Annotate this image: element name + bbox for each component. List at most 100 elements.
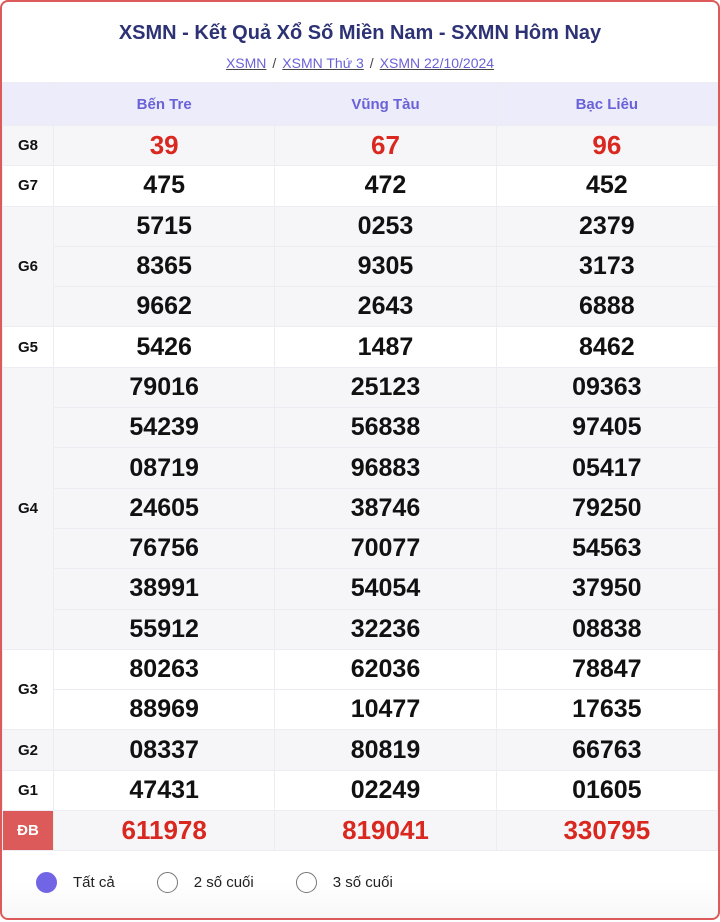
header-row: Bến Tre Vũng Tàu Bạc Liêu (2, 82, 718, 126)
prize-number: 5426 (52, 326, 276, 368)
prize-number: 32236 (274, 608, 497, 650)
prize-number: 02249 (274, 769, 497, 812)
radio-button[interactable] (295, 872, 317, 893)
prize-label: G2 (2, 729, 54, 771)
prize-number: 24605 (52, 487, 276, 529)
prize-number: 79016 (52, 366, 276, 409)
prize-number: 452 (495, 165, 718, 207)
prize-number: 9662 (52, 286, 276, 328)
province-header: Bến Tre (52, 82, 276, 126)
prize-row-g1: G1 47431 02249 01605 (2, 769, 718, 812)
filter-label: 3 số cuối (332, 874, 393, 891)
prize-number: 79250 (495, 487, 718, 529)
prize-number: 39 (52, 124, 276, 167)
prize-number: 6888 (495, 286, 718, 328)
prize-number: 472 (274, 165, 497, 207)
prize-label: G6 (2, 205, 54, 328)
prize-number: 37950 (495, 568, 718, 610)
prize-row-g2: G2 08337 80819 66763 (2, 729, 718, 771)
breadcrumb: XSMN / XSMN Thứ 3 / XSMN 22/10/2024 (2, 55, 718, 75)
prize-number: 25123 (274, 366, 497, 409)
prize-label: ĐB (2, 810, 54, 852)
prize-row-g3: G3 80263 62036 78847 (2, 648, 718, 731)
results-table: Bến Tre Vũng Tàu Bạc Liêu G8 39 67 96 G7 475 4… (2, 82, 718, 852)
prize-number: 08337 (52, 729, 276, 771)
breadcrumb-weekday[interactable]: XSMN Thứ 3 (282, 55, 364, 71)
filter-label: 2 số cuối (193, 874, 254, 891)
radio-button[interactable] (156, 872, 178, 893)
prize-row-g5: G5 5426 1487 8462 (2, 326, 718, 368)
prize-number: 97405 (495, 407, 718, 449)
prize-label: G5 (2, 326, 54, 368)
prize-number: 08838 (495, 608, 718, 650)
prize-number: 1487 (274, 326, 497, 368)
prize-number: 17635 (495, 689, 718, 731)
prize-row-g4: 08719 96883 05417 (3, 447, 718, 489)
prize-number: 80819 (274, 729, 497, 771)
breadcrumb-separator: / (272, 55, 277, 71)
prize-number: 62036 (274, 648, 497, 691)
prize-label: G3 (2, 648, 54, 731)
prize-number: 76756 (52, 527, 276, 570)
prize-row-g4: 55912 32236 08838 (3, 608, 718, 650)
prize-row-g6: G6 5715 0253 2379 (2, 205, 718, 328)
prize-number: 96 (495, 124, 718, 167)
prize-number: 96883 (274, 447, 497, 489)
prize-number: 09363 (495, 366, 718, 409)
page-title: XSMN - Kết Quả Xổ Số Miền Nam - SXMN Hôm… (118, 22, 602, 44)
prize-number: 5715 (52, 205, 276, 247)
prize-number: 55912 (52, 608, 276, 650)
prize-number: 0253 (274, 205, 497, 247)
radio-button[interactable] (36, 872, 57, 893)
prize-number: 78847 (495, 648, 718, 691)
breadcrumb-date[interactable]: XSMN 22/10/2024 (379, 55, 495, 71)
prize-number: 47431 (52, 769, 276, 812)
prize-number: 05417 (495, 447, 718, 489)
prize-number: 80263 (52, 648, 276, 691)
prize-number: 66763 (495, 729, 718, 771)
prize-row-g4: 54239 56838 97405 (3, 407, 718, 449)
prize-row-g4: 24605 38746 79250 (3, 487, 718, 529)
prize-number: 819041 (274, 810, 497, 852)
prize-number: 54563 (495, 527, 718, 570)
prize-number: 611978 (52, 810, 276, 852)
prize-row-g3: 88969 10477 17635 (3, 689, 718, 731)
prize-row-g4: 76756 70077 54563 (3, 527, 718, 570)
prize-number: 38991 (52, 568, 276, 610)
prize-number: 330795 (495, 810, 718, 852)
prize-label: G7 (2, 165, 54, 207)
prize-label: G1 (2, 769, 54, 812)
prize-row-g4: G4 79016 25123 09363 (2, 366, 718, 650)
prize-number: 54239 (52, 407, 276, 449)
breadcrumb-xsmn[interactable]: XSMN (225, 55, 267, 71)
prize-number: 3173 (495, 245, 718, 288)
filter-option[interactable]: 3 số cuối (295, 872, 393, 893)
prize-number: 8462 (495, 326, 718, 368)
filter-option[interactable]: 2 số cuối (156, 872, 254, 893)
province-header: Bạc Liêu (495, 82, 718, 126)
prize-number: 08719 (52, 447, 276, 489)
prize-number: 01605 (495, 769, 718, 812)
province-header: Vũng Tàu (274, 82, 497, 126)
prize-number: 56838 (274, 407, 497, 449)
prize-number: 70077 (274, 527, 497, 570)
prize-row-đb: ĐB 611978 819041 330795 (2, 810, 718, 852)
digit-filter: Tất cả 2 số cuối 3 số cuối (36, 872, 435, 893)
prize-row-g6: 9662 2643 6888 (3, 286, 718, 328)
prize-number: 38746 (274, 487, 497, 529)
filter-option[interactable]: Tất cả (36, 872, 115, 893)
prize-number: 54054 (274, 568, 497, 610)
filter-label: Tất cả (73, 874, 115, 891)
header-blank (2, 82, 54, 126)
prize-number: 88969 (52, 689, 276, 731)
prize-number: 475 (52, 165, 276, 207)
prize-row-g6: 8365 9305 3173 (3, 245, 718, 288)
prize-number: 10477 (274, 689, 497, 731)
prize-row-g8: G8 39 67 96 (2, 124, 718, 167)
prize-number: 9305 (274, 245, 497, 288)
breadcrumb-separator: / (369, 55, 374, 71)
prize-number: 67 (274, 124, 497, 167)
prize-label: G8 (2, 124, 54, 167)
prize-number: 2379 (495, 205, 718, 247)
